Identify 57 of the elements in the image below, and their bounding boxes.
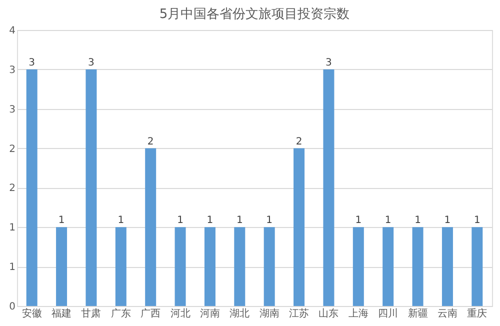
- bar: [234, 227, 246, 306]
- x-tick-label: 湖南: [259, 308, 280, 320]
- bar: [145, 148, 156, 306]
- data-label: 1: [384, 215, 392, 226]
- x-tick-label: 云南: [437, 308, 458, 320]
- bar: [442, 227, 453, 306]
- data-label: 1: [444, 215, 451, 226]
- x-tick-label: 广西: [140, 308, 161, 320]
- bar: [472, 227, 483, 306]
- bar: [323, 69, 334, 306]
- x-tick-label: 湖北: [230, 308, 250, 320]
- data-label: 3: [28, 57, 36, 68]
- bar: [264, 227, 275, 306]
- data-label: 1: [236, 215, 243, 226]
- x-tick-label: 福建: [52, 308, 72, 320]
- bar: [412, 227, 424, 306]
- bar: [86, 69, 97, 306]
- data-label: 1: [355, 215, 362, 226]
- x-tick-label: 山东: [318, 308, 339, 320]
- bar: [56, 227, 68, 306]
- data-label: 1: [58, 215, 65, 226]
- y-tick-label: 1: [9, 222, 16, 234]
- data-label: 2: [296, 136, 302, 148]
- data-label: 1: [266, 215, 273, 226]
- bar: [382, 227, 394, 306]
- bar: [294, 148, 305, 306]
- x-tick-label: 河北: [170, 308, 190, 320]
- x-tick-label: 安徽: [22, 308, 42, 320]
- data-label: 1: [474, 215, 480, 226]
- x-tick-label: 甘肃: [81, 308, 102, 320]
- data-label: 1: [177, 215, 184, 226]
- x-tick-label: 广东: [110, 308, 131, 320]
- bar: [115, 227, 126, 306]
- bar: [26, 69, 38, 306]
- y-tick-label: 0: [9, 302, 16, 312]
- data-label: 1: [118, 215, 124, 226]
- data-label: 3: [88, 57, 94, 68]
- data-label: 3: [326, 57, 332, 68]
- x-tick-label: 河南: [200, 308, 220, 320]
- data-label: 2: [147, 136, 154, 148]
- x-tick-label: 新疆: [408, 308, 428, 320]
- x-tick-label: 上海: [348, 308, 368, 320]
- x-tick-label: 四川: [378, 308, 398, 320]
- data-label: 1: [206, 215, 214, 226]
- y-tick-label: 2: [9, 144, 16, 155]
- bar: [352, 227, 364, 306]
- y-tick-label: 4: [9, 26, 16, 36]
- y-tick-label: 1: [9, 262, 16, 274]
- x-tick-label: 江苏: [289, 308, 310, 320]
- chart-title: 5月中国各省份文旅项目投资宗数: [159, 6, 350, 22]
- y-tick-label: 2: [9, 183, 16, 194]
- bar: [174, 227, 186, 306]
- data-label: 1: [414, 215, 421, 226]
- bar: [204, 227, 216, 306]
- y-tick-label: 3: [9, 104, 16, 116]
- x-tick-label: 重庆: [467, 308, 488, 320]
- y-tick-label: 3: [9, 64, 16, 76]
